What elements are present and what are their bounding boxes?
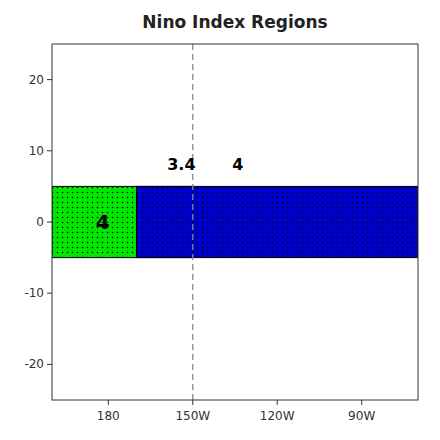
x-tick	[277, 400, 278, 405]
x-tick-label: 120W	[260, 409, 295, 423]
y-tick-label: 10	[29, 144, 44, 158]
plot-area	[52, 44, 418, 400]
annotation: 4	[96, 210, 110, 234]
x-tick-label: 180	[97, 409, 120, 423]
x-tick	[361, 400, 362, 405]
y-tick-label: -10	[24, 286, 44, 300]
title: Nino Index Regions	[142, 12, 327, 32]
plot-frame	[52, 44, 418, 400]
y-tick	[47, 293, 52, 294]
annotation: 3.4	[167, 155, 195, 174]
chart: Nino Index Regions 180 150W 120W 90W -20 -10 0 1…	[0, 0, 440, 440]
y-tick	[47, 150, 52, 151]
x-tick	[108, 400, 109, 405]
y-tick	[47, 364, 52, 365]
plot-marks	[52, 44, 418, 400]
y-tick	[47, 79, 52, 80]
y-tick-label: 20	[29, 73, 44, 87]
y-tick-label: -20	[24, 357, 44, 371]
region	[136, 186, 418, 257]
x-tick-label: 90W	[348, 409, 375, 423]
x-tick	[192, 400, 193, 405]
y-tick-label: 0	[36, 215, 44, 229]
x-tick-label: 150W	[175, 409, 210, 423]
reference-line	[192, 44, 193, 400]
annotation: 4	[232, 155, 243, 174]
y-tick	[47, 222, 52, 223]
